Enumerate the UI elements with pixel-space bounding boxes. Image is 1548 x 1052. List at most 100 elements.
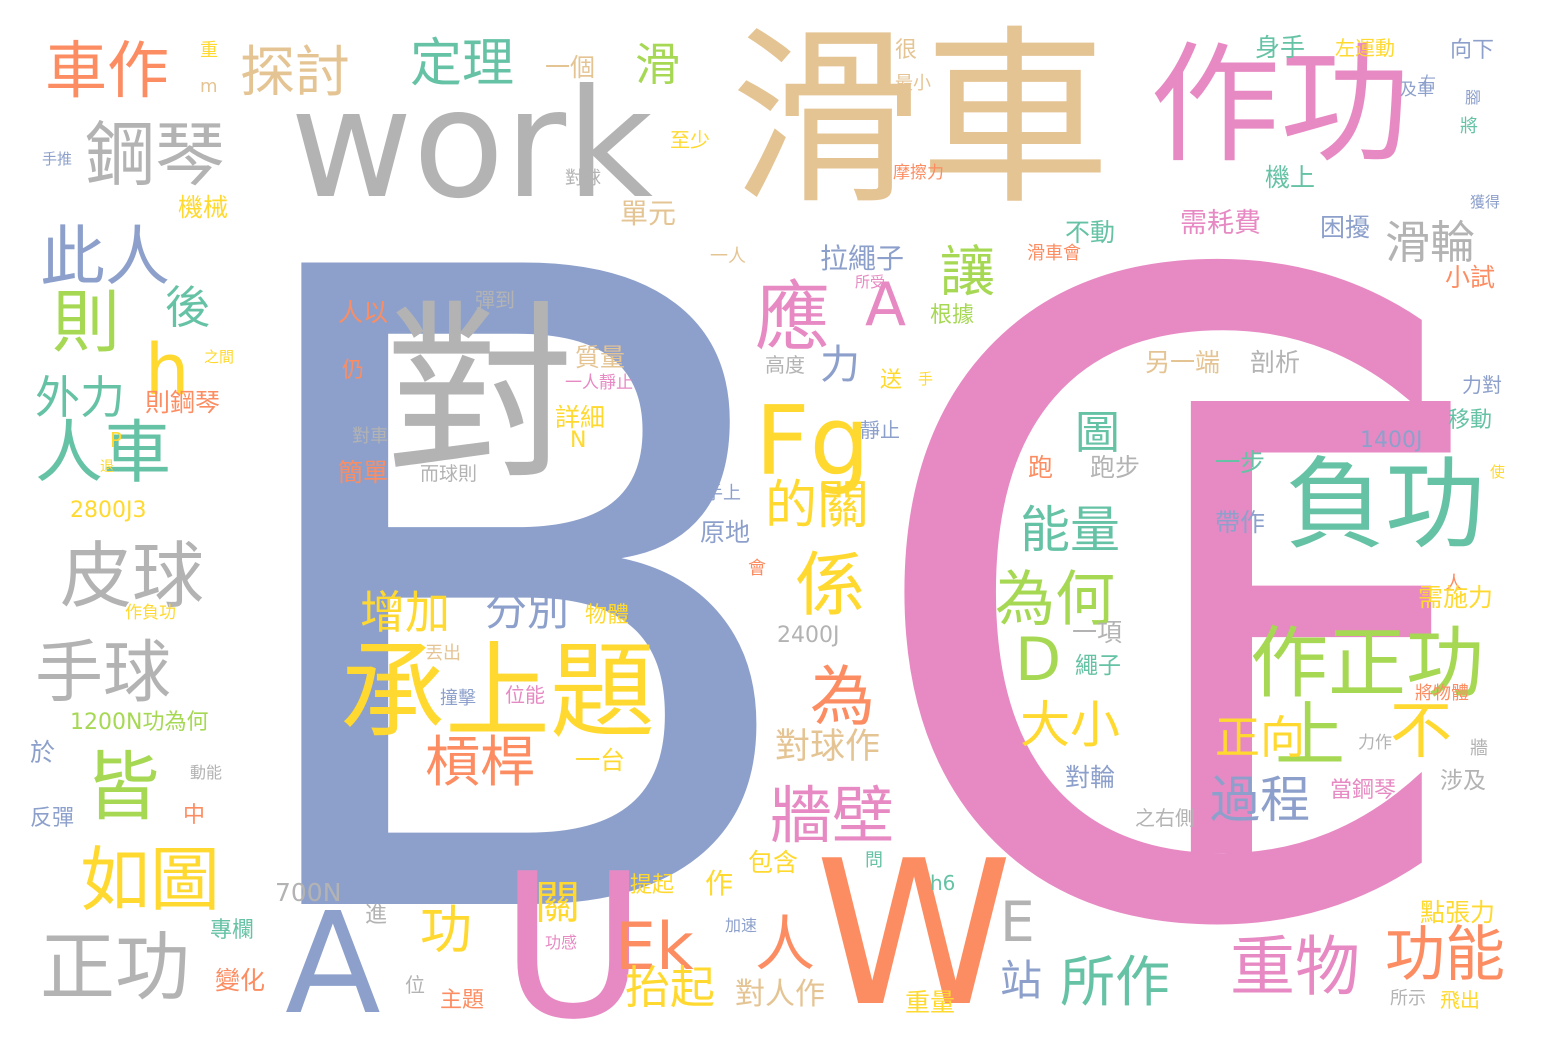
word: 滑車會 bbox=[1027, 243, 1081, 264]
word: 專欄 bbox=[210, 918, 255, 943]
word: 一台 bbox=[575, 746, 626, 775]
word: 位能 bbox=[505, 683, 545, 707]
word: 過程 bbox=[1210, 771, 1310, 829]
word: A bbox=[865, 270, 907, 340]
word: 單元 bbox=[620, 197, 677, 230]
word: 將物體 bbox=[1415, 683, 1469, 704]
word-cheng-shang-ti: 承上題 bbox=[340, 631, 656, 753]
word: 之間 bbox=[204, 348, 235, 366]
word: 一個 bbox=[545, 53, 596, 82]
word: 左側 bbox=[340, 738, 385, 763]
word: 而球則 bbox=[420, 463, 478, 485]
word: 的關 bbox=[765, 476, 870, 536]
word-Fg: Fg bbox=[755, 387, 870, 497]
word: 當鋼琴 bbox=[1330, 778, 1397, 803]
word: 物體 bbox=[585, 603, 630, 628]
word: 將 bbox=[1460, 116, 1478, 137]
word: 摩擦力 bbox=[893, 163, 944, 183]
word: 牆壁 bbox=[770, 779, 895, 852]
word: 跑步 bbox=[1090, 453, 1141, 482]
word: 對球 bbox=[565, 168, 601, 189]
word: 身手 bbox=[1255, 33, 1306, 62]
word: 1200N功為何 bbox=[70, 710, 209, 735]
word: 獲得 bbox=[1470, 193, 1501, 211]
word: 不動 bbox=[1065, 218, 1116, 247]
word: 後 bbox=[165, 281, 211, 334]
word: D bbox=[1015, 625, 1062, 695]
word: E bbox=[1000, 890, 1035, 954]
word: 抬起 bbox=[625, 961, 716, 1014]
word: 2400J bbox=[777, 623, 840, 648]
word: 忽略 bbox=[338, 388, 389, 417]
word: 原地 bbox=[700, 518, 751, 547]
word-dui: 對 bbox=[385, 284, 576, 505]
word: 一人靜止 bbox=[565, 373, 633, 393]
word-A-large: A bbox=[285, 883, 381, 1046]
word: 及車 bbox=[1400, 80, 1434, 100]
word: 正功 bbox=[40, 923, 191, 1011]
word: 點張力 bbox=[1420, 898, 1496, 927]
word: 重量 bbox=[905, 988, 956, 1017]
word: 機上 bbox=[1265, 163, 1316, 192]
word: 力對 bbox=[1462, 373, 1502, 397]
word: P bbox=[110, 428, 123, 452]
word: 外力 bbox=[35, 371, 126, 424]
word: 功能 bbox=[1385, 920, 1505, 990]
word: 需施力 bbox=[1418, 583, 1494, 612]
word: 重物 bbox=[1230, 930, 1361, 1005]
word-positive-work-do: 作正功 bbox=[1250, 619, 1485, 709]
word: 一步 bbox=[1215, 448, 1266, 477]
word: 仍 bbox=[342, 358, 365, 383]
word: 最小 bbox=[895, 73, 931, 94]
word: 功感 bbox=[545, 933, 578, 952]
word: 站 bbox=[1000, 956, 1043, 1005]
word: 退 bbox=[100, 459, 114, 475]
word: 對球作 bbox=[775, 727, 881, 767]
word: 關 bbox=[535, 876, 581, 929]
word-C: C bbox=[855, 95, 1470, 1052]
word: 人 bbox=[1445, 573, 1463, 594]
word: 另一端 bbox=[1145, 348, 1221, 377]
word: 700N bbox=[275, 878, 342, 907]
word: 需耗費 bbox=[1180, 208, 1261, 239]
word: 根據 bbox=[930, 303, 975, 328]
word: 手 bbox=[918, 370, 934, 388]
word-B: B bbox=[215, 87, 819, 1052]
word: 剖析 bbox=[1250, 348, 1301, 377]
word: 不 bbox=[1390, 694, 1453, 767]
word: 皮球 bbox=[60, 534, 205, 618]
word: 手推 bbox=[42, 150, 73, 168]
word: 滑輪 bbox=[1385, 216, 1476, 269]
word: 中 bbox=[183, 803, 206, 828]
word: 移動 bbox=[1448, 408, 1493, 433]
word: 此人 bbox=[40, 220, 171, 295]
word: 反彈 bbox=[30, 806, 75, 831]
word: 所受 bbox=[855, 273, 886, 291]
word: 槓桿 bbox=[425, 730, 536, 794]
word: 很 bbox=[895, 38, 918, 63]
word: 質量 bbox=[575, 343, 626, 372]
word: 為 bbox=[810, 660, 876, 735]
word: 對車 bbox=[352, 426, 388, 447]
word: 讓 bbox=[940, 240, 996, 304]
word: 簡單 bbox=[338, 458, 389, 487]
word: 人以 bbox=[338, 298, 389, 327]
word: 人 bbox=[755, 910, 815, 980]
word: 飛出 bbox=[1440, 988, 1480, 1012]
word: 向下 bbox=[1450, 38, 1495, 63]
word: 變化 bbox=[215, 966, 266, 995]
word: 定理 bbox=[410, 34, 515, 94]
word: 增加 bbox=[360, 586, 451, 639]
word: 所作 bbox=[1060, 950, 1171, 1014]
word: 上 bbox=[1275, 694, 1345, 776]
word: 拉繩子 bbox=[820, 242, 905, 275]
word: 作 bbox=[705, 867, 734, 900]
word: 位 bbox=[405, 973, 425, 997]
word: 牆 bbox=[1470, 738, 1488, 759]
word: 圖 bbox=[1075, 406, 1121, 459]
word-F: F bbox=[1130, 279, 1487, 1000]
word: h6 bbox=[930, 871, 956, 895]
word: 對人作 bbox=[735, 977, 825, 1012]
word: 則鋼琴 bbox=[145, 388, 221, 417]
word: 繩子 bbox=[1075, 653, 1121, 679]
